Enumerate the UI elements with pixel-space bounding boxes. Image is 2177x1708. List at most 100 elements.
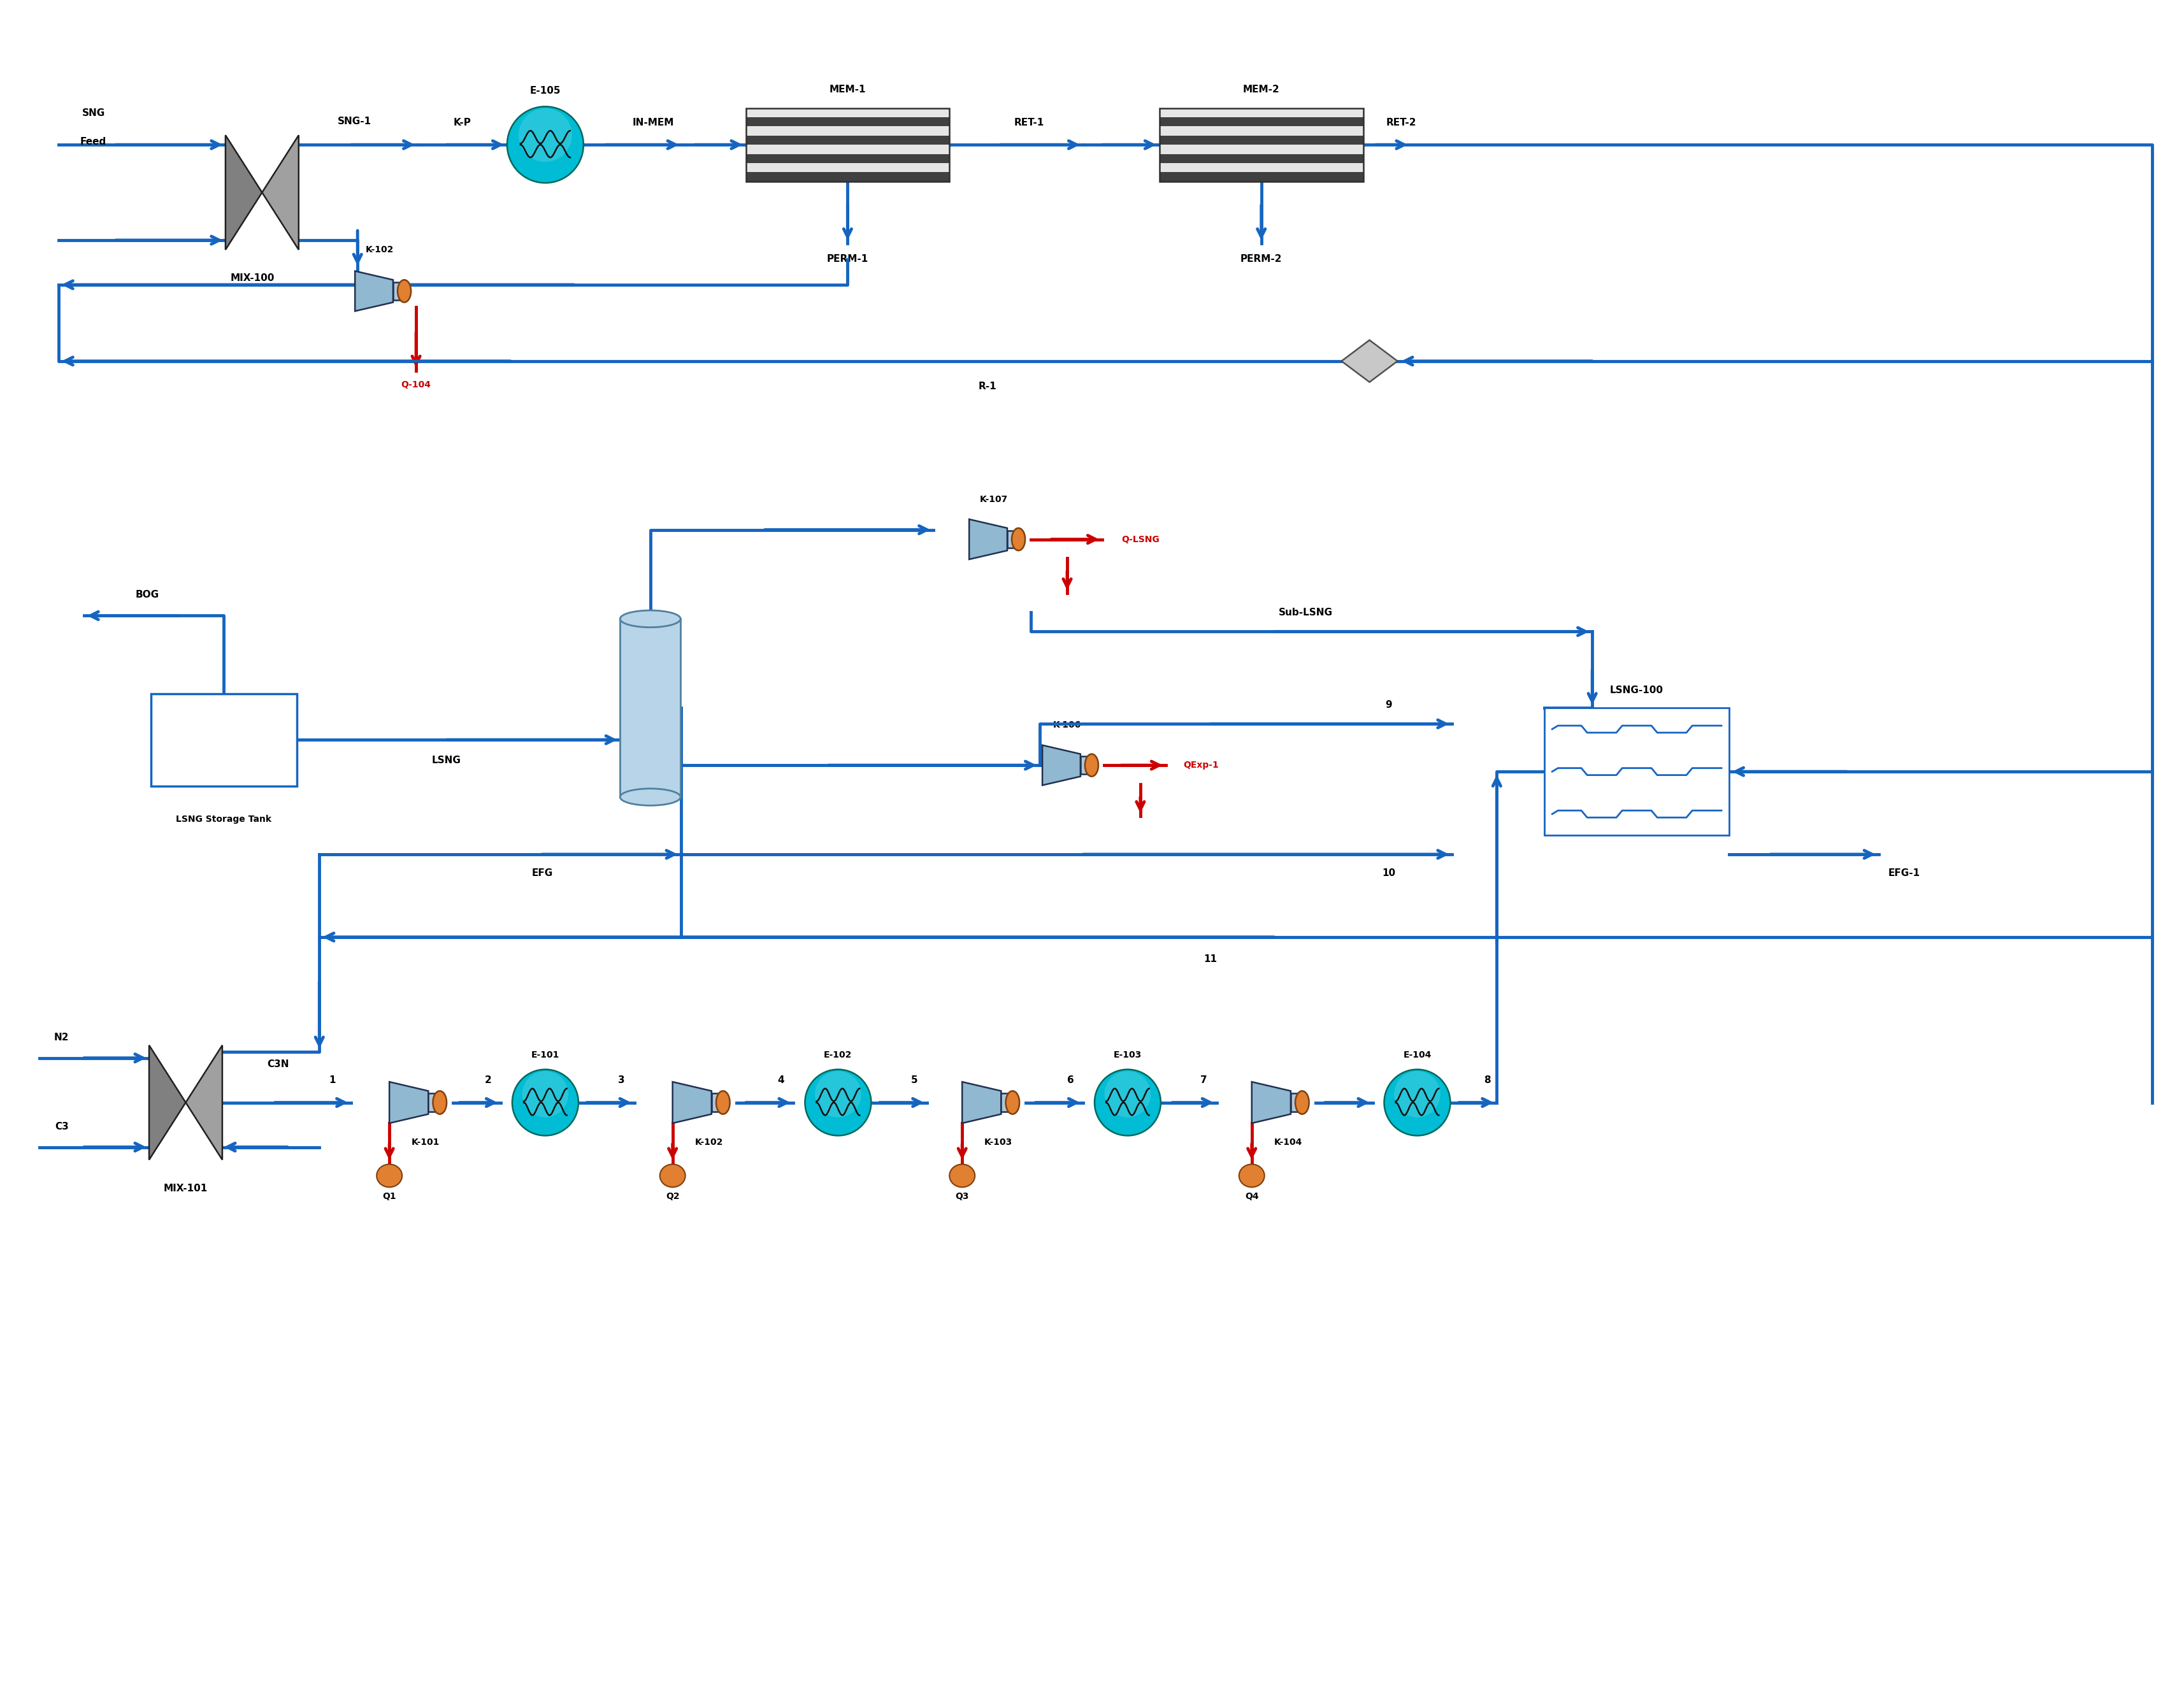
Bar bbox=[747, 154, 949, 162]
Text: QExp-1: QExp-1 bbox=[1182, 760, 1219, 770]
Text: PERM-1: PERM-1 bbox=[827, 254, 869, 265]
Text: R: R bbox=[1365, 357, 1374, 366]
Circle shape bbox=[522, 1071, 568, 1117]
Bar bbox=[747, 126, 949, 135]
Text: K-102: K-102 bbox=[366, 246, 394, 254]
Text: SNG-1: SNG-1 bbox=[337, 116, 372, 126]
Text: IN-MEM: IN-MEM bbox=[634, 118, 675, 126]
Text: Q-LSNG: Q-LSNG bbox=[1121, 535, 1160, 543]
Polygon shape bbox=[1043, 745, 1080, 786]
Polygon shape bbox=[226, 135, 261, 249]
Ellipse shape bbox=[660, 1165, 686, 1187]
Ellipse shape bbox=[1012, 528, 1025, 550]
Bar bbox=[1160, 145, 1363, 154]
Polygon shape bbox=[1252, 1081, 1291, 1124]
Bar bbox=[1291, 1093, 1297, 1112]
Text: 7: 7 bbox=[1202, 1076, 1208, 1085]
Text: RET-1: RET-1 bbox=[1014, 118, 1045, 126]
Text: C3: C3 bbox=[54, 1122, 67, 1131]
Bar bbox=[747, 108, 949, 181]
Bar bbox=[1001, 1093, 1008, 1112]
Bar bbox=[150, 693, 296, 786]
Polygon shape bbox=[969, 519, 1008, 559]
Bar bbox=[1160, 118, 1363, 126]
Text: RET-2: RET-2 bbox=[1387, 118, 1417, 126]
Bar bbox=[1160, 126, 1363, 135]
Bar bbox=[429, 1093, 435, 1112]
Text: K-104: K-104 bbox=[1274, 1138, 1302, 1146]
Text: 10: 10 bbox=[1382, 869, 1395, 878]
Bar bbox=[747, 145, 949, 154]
Text: 1: 1 bbox=[329, 1076, 335, 1085]
Text: Q4: Q4 bbox=[1245, 1192, 1258, 1201]
Bar bbox=[712, 1093, 718, 1112]
Text: 4: 4 bbox=[777, 1076, 784, 1085]
Ellipse shape bbox=[1239, 1165, 1265, 1187]
Text: LSNG-100: LSNG-100 bbox=[1611, 685, 1663, 695]
Ellipse shape bbox=[1006, 1091, 1019, 1114]
Text: K-101: K-101 bbox=[411, 1138, 440, 1146]
Bar bbox=[1160, 108, 1363, 181]
Bar bbox=[1160, 135, 1363, 145]
Text: 11: 11 bbox=[1204, 955, 1217, 963]
Circle shape bbox=[518, 108, 573, 162]
Text: MIX-100: MIX-100 bbox=[231, 273, 274, 284]
Polygon shape bbox=[185, 1045, 222, 1160]
Polygon shape bbox=[673, 1081, 712, 1124]
Text: 9: 9 bbox=[1385, 700, 1391, 709]
Polygon shape bbox=[148, 1045, 185, 1160]
Ellipse shape bbox=[377, 1165, 403, 1187]
Text: K-P: K-P bbox=[453, 118, 472, 126]
Circle shape bbox=[1095, 1069, 1160, 1136]
Text: E-102: E-102 bbox=[823, 1050, 851, 1059]
Bar bbox=[1160, 108, 1363, 118]
Text: N2: N2 bbox=[54, 1033, 70, 1042]
Bar bbox=[747, 108, 949, 118]
Ellipse shape bbox=[433, 1091, 446, 1114]
Text: E-104: E-104 bbox=[1404, 1050, 1430, 1059]
Circle shape bbox=[1393, 1071, 1441, 1117]
Polygon shape bbox=[261, 135, 298, 249]
Circle shape bbox=[805, 1069, 871, 1136]
Ellipse shape bbox=[1084, 753, 1099, 777]
Text: LSNG: LSNG bbox=[431, 755, 462, 765]
Circle shape bbox=[814, 1071, 862, 1117]
Text: MEM-2: MEM-2 bbox=[1243, 85, 1280, 94]
Bar bbox=[1008, 531, 1014, 548]
Bar bbox=[1160, 162, 1363, 173]
Ellipse shape bbox=[949, 1165, 975, 1187]
Text: 5: 5 bbox=[910, 1076, 919, 1085]
Text: K-102: K-102 bbox=[694, 1138, 723, 1146]
Text: E-101: E-101 bbox=[531, 1050, 559, 1059]
Text: PERM-2: PERM-2 bbox=[1241, 254, 1282, 265]
Text: T-LSNG: T-LSNG bbox=[200, 734, 246, 745]
Polygon shape bbox=[390, 1081, 429, 1124]
Text: V-100: V-100 bbox=[636, 704, 666, 712]
Text: Sub-LSNG: Sub-LSNG bbox=[1278, 608, 1332, 617]
Circle shape bbox=[507, 106, 583, 183]
Text: Q2: Q2 bbox=[666, 1192, 679, 1201]
Circle shape bbox=[1385, 1069, 1450, 1136]
Text: LSNG Storage Tank: LSNG Storage Tank bbox=[176, 815, 272, 823]
Text: Q3: Q3 bbox=[956, 1192, 969, 1201]
Text: SNG: SNG bbox=[83, 108, 104, 118]
Text: Q-104: Q-104 bbox=[401, 381, 431, 389]
Polygon shape bbox=[962, 1081, 1001, 1124]
Text: K-106: K-106 bbox=[1054, 721, 1082, 729]
Text: 8: 8 bbox=[1485, 1076, 1491, 1085]
Bar bbox=[747, 135, 949, 145]
Text: EFG-1: EFG-1 bbox=[1887, 869, 1920, 878]
Text: EFG: EFG bbox=[531, 869, 553, 878]
Text: K-107: K-107 bbox=[980, 495, 1008, 504]
Text: R-1: R-1 bbox=[977, 383, 997, 391]
Bar bbox=[747, 162, 949, 173]
Bar bbox=[394, 282, 401, 301]
Bar bbox=[620, 618, 681, 798]
Ellipse shape bbox=[398, 280, 411, 302]
Bar bbox=[1160, 154, 1363, 162]
Text: BOG: BOG bbox=[135, 589, 159, 600]
Text: 6: 6 bbox=[1067, 1076, 1073, 1085]
Circle shape bbox=[512, 1069, 579, 1136]
Polygon shape bbox=[355, 272, 394, 311]
Bar bbox=[1543, 707, 1729, 835]
